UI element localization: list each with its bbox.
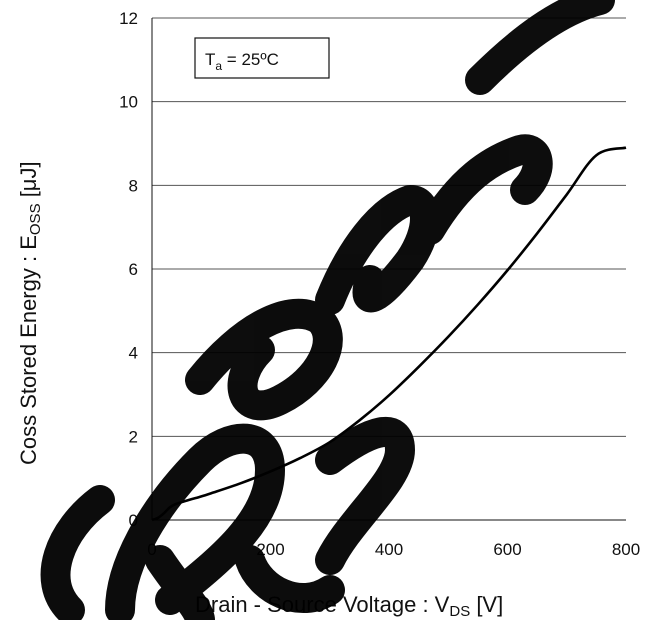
y-tick-label: 6: [129, 260, 138, 279]
y-tick-label: 10: [119, 93, 138, 112]
watermark: [40, 0, 615, 620]
y-tick-label: 2: [129, 427, 138, 446]
x-tick-label: 400: [375, 540, 403, 559]
y-tick-label: 4: [129, 344, 138, 363]
annotation-text: Ta = 25ºC: [205, 50, 279, 73]
y-tick-label: 12: [119, 9, 138, 28]
y-tick-labels: 0 2 4 6 8 10 12: [119, 9, 138, 530]
x-tick-label: 800: [612, 540, 640, 559]
y-axis-title: Coss Stored Energy : EOSS [μJ]: [16, 161, 44, 465]
x-axis-title: Drain - Source Voltage : VDS [V]: [195, 592, 503, 620]
y-tick-label: 0: [129, 511, 138, 530]
annotation-box: Ta = 25ºC: [194, 37, 330, 79]
x-tick-label: 600: [493, 540, 521, 559]
y-tick-label: 8: [129, 176, 138, 195]
